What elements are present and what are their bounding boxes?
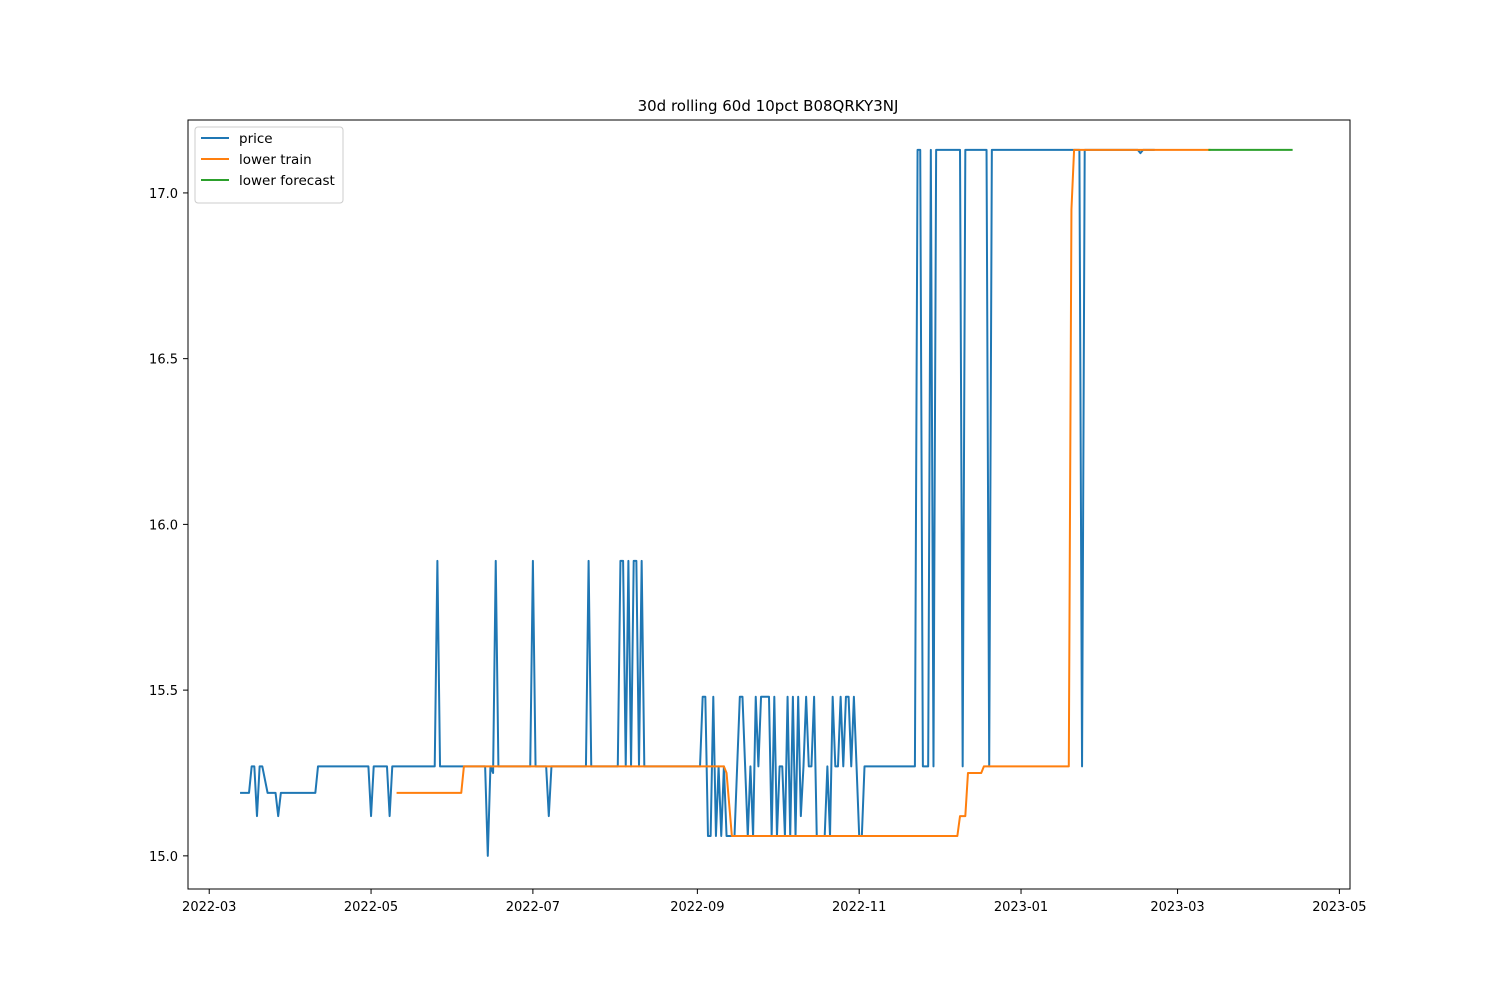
x-tick-label: 2022-03	[182, 900, 236, 915]
x-tick-label: 2022-11	[832, 900, 886, 915]
x-tick-label: 2023-05	[1312, 900, 1366, 915]
legend-label-2: lower forecast	[239, 173, 335, 189]
x-tick-label: 2023-01	[994, 900, 1048, 915]
y-tick-label: 15.5	[149, 684, 178, 699]
x-tick-label: 2022-07	[506, 900, 560, 915]
x-tick-label: 2023-03	[1150, 900, 1204, 915]
y-tick-label: 15.0	[149, 850, 178, 865]
x-tick-label: 2022-05	[344, 900, 398, 915]
x-tick-label: 2022-09	[670, 900, 724, 915]
legend: price lower train lower forecast	[194, 126, 344, 204]
plot-frame	[187, 119, 1351, 890]
chart-title: 30d rolling 60d 10pct B08QRKY3NJ	[638, 97, 899, 115]
y-tick-label: 16.0	[149, 518, 178, 533]
y-tick-label: 17.0	[149, 187, 178, 202]
y-tick-label: 16.5	[149, 353, 178, 368]
legend-box	[194, 126, 344, 204]
legend-label-0: price	[239, 131, 273, 147]
legend-label-1: lower train	[239, 152, 312, 168]
series-line-0	[240, 148, 1155, 857]
axes-layer: 2022-03 2022-05 2022-07 2022-09 2022-11 2023-…	[149, 119, 1367, 915]
series-line-1	[396, 148, 1211, 837]
series-layer	[240, 148, 1293, 857]
